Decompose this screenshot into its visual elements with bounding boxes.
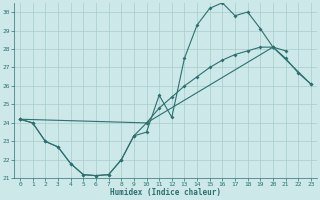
X-axis label: Humidex (Indice chaleur): Humidex (Indice chaleur): [110, 188, 221, 197]
